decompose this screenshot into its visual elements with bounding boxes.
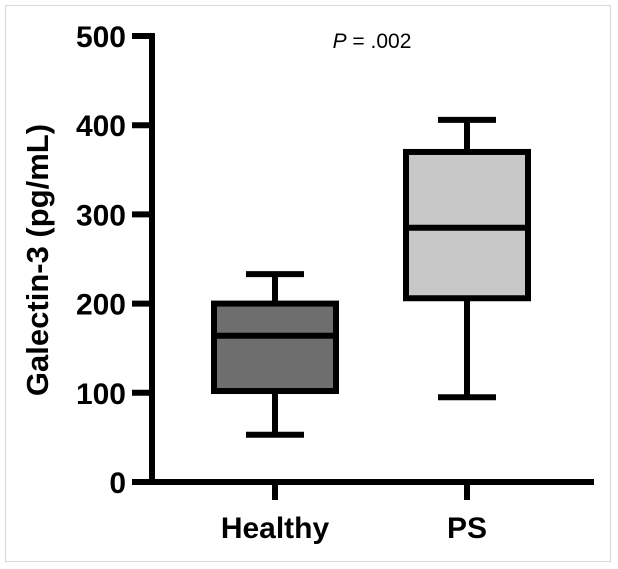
y-axis-title: Galectin-3 (pg/mL) bbox=[20, 124, 55, 396]
p-value-text: = .002 bbox=[347, 30, 412, 53]
p-value-annotation: P = .002 bbox=[333, 30, 412, 53]
iqr-box bbox=[211, 300, 339, 395]
p-value-symbol: P bbox=[333, 30, 347, 53]
axes: 0 100 200 300 400 500 Healthy PS bbox=[76, 21, 594, 545]
y-tick-label: 0 bbox=[109, 467, 126, 500]
y-tick-label: 400 bbox=[76, 110, 126, 143]
y-tick-label: 300 bbox=[76, 199, 126, 232]
y-tick-label: 500 bbox=[76, 21, 126, 54]
boxes bbox=[211, 116, 531, 438]
x-category-label: PS bbox=[447, 512, 487, 545]
y-tick-label: 200 bbox=[76, 289, 126, 322]
x-category-label: Healthy bbox=[221, 512, 330, 545]
y-tick-label: 100 bbox=[76, 378, 126, 411]
